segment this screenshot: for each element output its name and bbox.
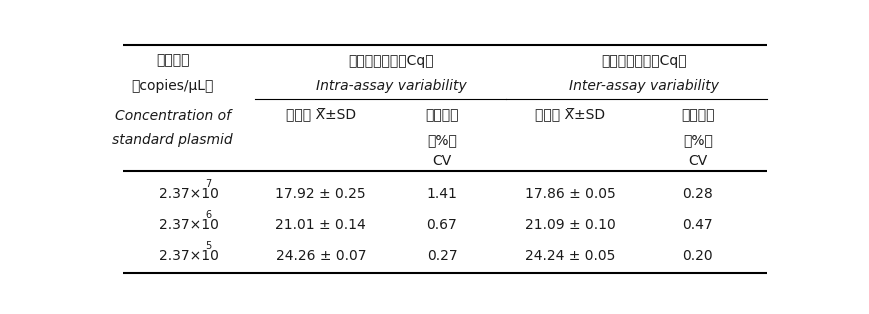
Text: CV: CV bbox=[433, 154, 452, 168]
Text: 24.24 ± 0.05: 24.24 ± 0.05 bbox=[525, 249, 615, 263]
Text: 变异系数: 变异系数 bbox=[681, 109, 714, 122]
Text: 6: 6 bbox=[205, 210, 211, 220]
Text: 平均数 X̅±SD: 平均数 X̅±SD bbox=[286, 109, 355, 122]
Text: 0.47: 0.47 bbox=[683, 218, 713, 232]
Text: 1.41: 1.41 bbox=[427, 187, 457, 201]
Text: 组间变异试验（Cq）: 组间变异试验（Cq） bbox=[601, 54, 687, 68]
Text: standard plasmid: standard plasmid bbox=[112, 133, 233, 147]
Text: 0.28: 0.28 bbox=[682, 187, 713, 201]
Text: 17.92 ± 0.25: 17.92 ± 0.25 bbox=[275, 187, 366, 201]
Text: 24.26 ± 0.07: 24.26 ± 0.07 bbox=[275, 249, 366, 263]
Text: 17.86 ± 0.05: 17.86 ± 0.05 bbox=[525, 187, 615, 201]
Text: 21.09 ± 0.10: 21.09 ± 0.10 bbox=[525, 218, 615, 232]
Text: 变异系数: 变异系数 bbox=[425, 109, 459, 122]
Text: 0.27: 0.27 bbox=[427, 249, 457, 263]
Text: 0.20: 0.20 bbox=[683, 249, 713, 263]
Text: （copies/μL）: （copies/μL） bbox=[131, 79, 214, 93]
Text: （%）: （%） bbox=[427, 133, 457, 147]
Text: 2.37×10: 2.37×10 bbox=[159, 187, 219, 201]
Text: Intra-assay variability: Intra-assay variability bbox=[316, 79, 467, 93]
Text: 0.67: 0.67 bbox=[427, 218, 457, 232]
Text: 21.01 ± 0.14: 21.01 ± 0.14 bbox=[275, 218, 366, 232]
Text: 2.37×10: 2.37×10 bbox=[159, 218, 219, 232]
Text: Concentration of: Concentration of bbox=[115, 109, 230, 122]
Text: 2.37×10: 2.37×10 bbox=[159, 249, 219, 263]
Text: Inter-assay variability: Inter-assay variability bbox=[569, 79, 719, 93]
Text: CV: CV bbox=[688, 154, 707, 168]
Text: 5: 5 bbox=[205, 241, 211, 251]
Text: 平均数 X̅±SD: 平均数 X̅±SD bbox=[535, 109, 605, 122]
Text: 质粒浓度: 质粒浓度 bbox=[156, 54, 189, 68]
Text: 7: 7 bbox=[205, 179, 211, 189]
Text: （%）: （%） bbox=[683, 133, 713, 147]
Text: 组内变异试验（Cq）: 组内变异试验（Cq） bbox=[348, 54, 434, 68]
